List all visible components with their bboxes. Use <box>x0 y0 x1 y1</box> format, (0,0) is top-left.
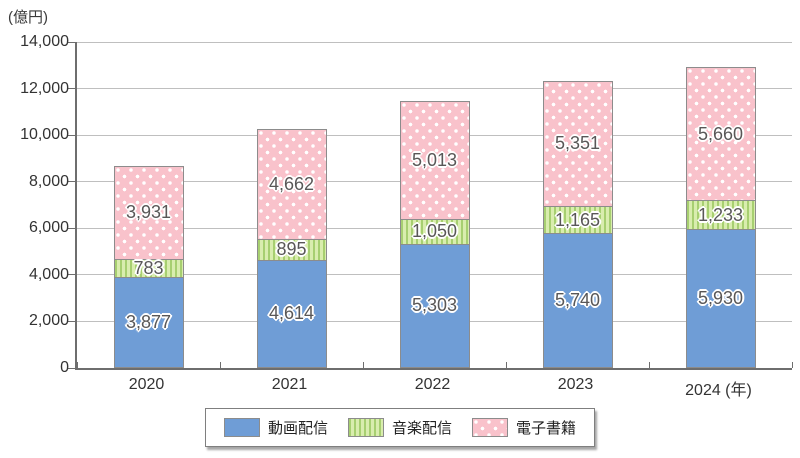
x-axis-label-2023: 2023 <box>557 376 594 393</box>
bar-segment-music-2021: 895 <box>257 238 326 260</box>
bar-segment-video-2020: 3,877 <box>114 276 183 367</box>
bar-value-label: 1,165 <box>554 209 601 230</box>
y-axis-tick-label: 2,000 <box>28 312 69 330</box>
legend-item-video: 動画配信 <box>223 417 328 438</box>
x-axis-tick <box>791 362 793 368</box>
bar-column-2021: 4,662 895 4,614 <box>256 129 327 368</box>
x-axis-tick <box>648 362 650 368</box>
bar-segment-ebook-2023: 5,351 <box>543 81 612 207</box>
bar-value-label: 5,930 <box>697 287 744 308</box>
legend-item-ebook: 電子書籍 <box>472 417 576 438</box>
gridline <box>77 41 792 43</box>
y-axis-tick-label: 4,000 <box>28 265 69 283</box>
bar-segment-ebook-2024: 5,660 <box>686 68 755 201</box>
y-axis-tick-label: 0 <box>60 359 69 376</box>
bar-segment-ebook-2022: 5,013 <box>400 102 469 220</box>
bar-column-2023: 5,351 1,165 5,740 <box>542 80 613 368</box>
y-axis-tick <box>68 134 75 136</box>
y-axis-tick-label: 14,000 <box>20 33 69 50</box>
bar-value-label: 5,660 <box>697 123 744 144</box>
y-axis-tick <box>68 320 75 322</box>
music-swatch-icon <box>347 418 384 437</box>
y-axis-tick <box>68 274 75 276</box>
legend-label-ebook: 電子書籍 <box>516 420 577 437</box>
bar-segment-music-2024: 1,233 <box>686 200 755 229</box>
y-axis-tick <box>68 227 75 229</box>
y-axis-unit-label: (億円) <box>8 9 48 26</box>
legend-container: 動画配信 音楽配信 電子書籍 <box>0 408 800 447</box>
y-axis-tick <box>68 181 75 183</box>
legend-label-video: 動画配信 <box>267 420 328 437</box>
bar-segment-video-2024: 5,930 <box>686 228 755 367</box>
bar-column-2020: 3,931 783 3,877 <box>113 165 184 368</box>
bar-segment-ebook-2021: 4,662 <box>257 130 326 239</box>
x-axis-label-2020: 2020 <box>128 376 165 393</box>
y-axis-tick <box>68 41 75 43</box>
y-axis-tick-label: 10,000 <box>20 126 69 144</box>
bar-value-label: 5,013 <box>411 150 458 171</box>
x-axis-tick <box>76 362 78 368</box>
bar-value-label: 5,740 <box>554 290 601 311</box>
bar-segment-music-2023: 1,165 <box>543 206 612 234</box>
bar-segment-video-2023: 5,740 <box>543 233 612 367</box>
y-axis-tick-label: 12,000 <box>20 79 69 97</box>
gridline <box>77 88 792 90</box>
bar-value-label: 5,351 <box>554 133 601 154</box>
bar-value-label: 783 <box>133 257 164 278</box>
bar-segment-ebook-2020: 3,931 <box>114 166 183 259</box>
legend-label-music: 音楽配信 <box>391 420 452 437</box>
video-swatch-icon <box>223 418 260 437</box>
x-axis-tick <box>505 362 507 368</box>
bar-column-2022: 5,013 1,050 5,303 <box>399 101 470 368</box>
bar-value-label: 3,931 <box>125 202 172 223</box>
bar-value-label: 5,303 <box>411 295 458 316</box>
x-axis-label-2022: 2022 <box>414 376 451 393</box>
bar-column-2024: 5,660 1,233 5,930 <box>685 67 756 368</box>
y-axis-tick-label: 6,000 <box>28 219 69 237</box>
ebook-swatch-icon <box>472 418 508 437</box>
plot-area: 0 2,000 4,000 6,000 8,000 10,000 12,000 14,000 3… <box>20 33 793 376</box>
y-axis-tick-label: 8,000 <box>28 172 69 190</box>
legend-item-music: 音楽配信 <box>347 417 452 438</box>
y-axis-tick <box>68 88 75 90</box>
bar-value-label: 895 <box>276 239 307 260</box>
bar-value-label: 4,614 <box>268 303 315 324</box>
legend: 動画配信 音楽配信 電子書籍 <box>204 408 596 447</box>
bar-segment-video-2021: 4,614 <box>257 259 326 367</box>
bar-value-label: 4,662 <box>268 173 315 194</box>
x-axis-tick <box>219 362 221 368</box>
x-axis-label-2024: 2024 (年) <box>685 382 752 399</box>
bar-value-label: 1,233 <box>697 204 744 225</box>
bar-segment-music-2020: 783 <box>114 257 183 278</box>
bar-segment-music-2022: 1,050 <box>400 219 469 244</box>
bar-value-label: 1,050 <box>411 221 458 242</box>
y-axis-tick <box>68 367 75 369</box>
x-axis-tick <box>362 362 364 368</box>
x-axis-label-2021: 2021 <box>271 376 308 393</box>
bar-value-label: 3,877 <box>125 311 172 332</box>
bar-segment-video-2022: 5,303 <box>400 243 469 367</box>
